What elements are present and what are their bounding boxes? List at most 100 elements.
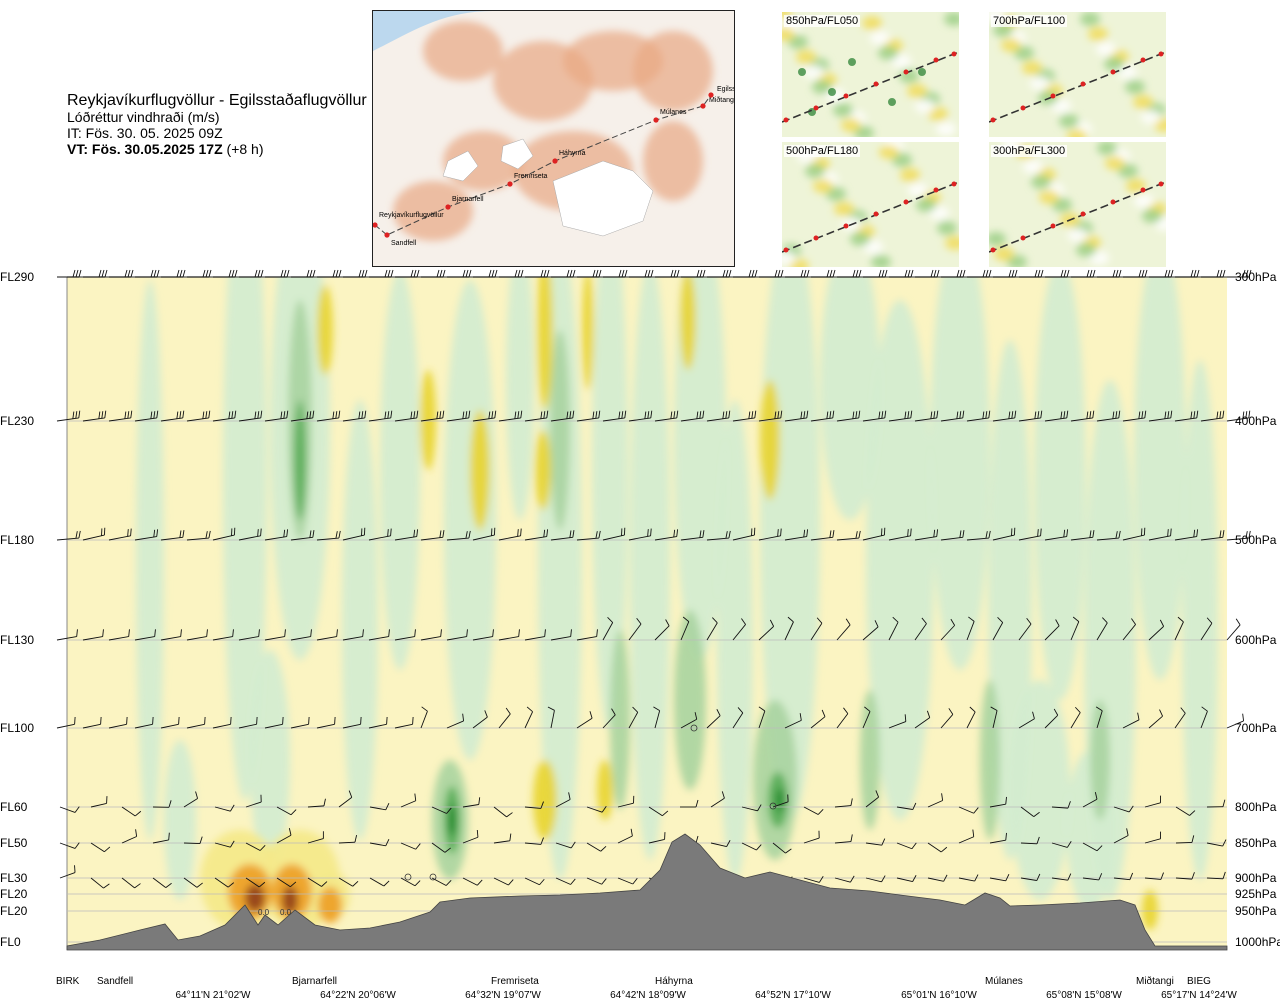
wind-barb xyxy=(1144,795,1162,808)
wind-barb xyxy=(343,269,368,278)
wind-barb xyxy=(940,618,956,641)
wind-barb xyxy=(992,410,1017,422)
wind-barb xyxy=(732,707,744,729)
glacier xyxy=(552,160,654,237)
pressure-level-label: 800hPa xyxy=(1235,800,1277,814)
wind-barb xyxy=(896,875,917,883)
wind-barb xyxy=(1096,410,1121,422)
wind-barb xyxy=(134,629,156,641)
wind-barb xyxy=(160,410,185,422)
map-waypoint-label: Miðtangi xyxy=(709,96,735,104)
wind-barb xyxy=(152,877,172,888)
map-waypoint-label: Háhyrna xyxy=(559,150,586,157)
wind-barb xyxy=(865,875,886,883)
wind-barb xyxy=(653,706,661,729)
wind-barb xyxy=(420,706,428,729)
wind-barb xyxy=(245,794,262,808)
wind-barb xyxy=(472,527,496,541)
pressure-level-label: 925hPa xyxy=(1235,887,1277,901)
wind-barb xyxy=(759,269,784,278)
wind-barb xyxy=(914,710,931,729)
wind-barb xyxy=(524,801,544,809)
wind-barb xyxy=(834,834,853,844)
wind-barb xyxy=(1018,410,1043,422)
wind-barb xyxy=(706,709,721,729)
wind-barb xyxy=(741,842,762,851)
wind-barb xyxy=(732,527,756,541)
wind-barb xyxy=(648,806,669,817)
wind-barb xyxy=(400,793,417,808)
minimap-700: 700hPa/FL100 xyxy=(989,12,1166,137)
waypoint-dot xyxy=(507,181,513,187)
wind-barb xyxy=(834,875,855,883)
wind-barb xyxy=(654,529,679,541)
wind-barb xyxy=(161,269,186,278)
wind-barb xyxy=(342,410,367,422)
wind-barb xyxy=(993,269,1018,278)
wind-barb xyxy=(1200,706,1208,729)
wind-barb xyxy=(368,629,390,641)
wind-barb xyxy=(186,410,211,422)
wind-barb xyxy=(1096,617,1108,641)
minimap-waypoint xyxy=(1140,187,1146,193)
wind-barb xyxy=(447,269,472,278)
wind-barb xyxy=(57,269,82,278)
wind-barb xyxy=(338,790,353,808)
minimap-waypoint xyxy=(813,105,819,111)
wind-barb xyxy=(1044,529,1069,541)
wind-barb xyxy=(187,269,212,278)
wind-barb xyxy=(836,618,851,641)
coordinate-label: 65°17'N 14°24'W xyxy=(1161,990,1237,1001)
wind-barb xyxy=(888,528,912,541)
pressure-level-label: 850hPa xyxy=(1235,836,1277,850)
wind-barb xyxy=(446,629,468,641)
wind-barb xyxy=(680,799,699,808)
wind-barb xyxy=(499,269,524,278)
wind-barb xyxy=(710,791,725,808)
wind-barb xyxy=(462,829,479,844)
wind-barb xyxy=(152,832,170,844)
wind-barb xyxy=(472,410,497,422)
wind-barb xyxy=(83,269,108,278)
wind-barb xyxy=(1174,529,1199,541)
wind-barb xyxy=(758,528,782,541)
wind-barb xyxy=(628,706,639,729)
wind-barb xyxy=(1113,872,1134,881)
minimap-700-svg xyxy=(989,12,1166,137)
minimap-700-label: 700hPa/FL100 xyxy=(991,15,1068,27)
wind-barb xyxy=(1175,835,1195,844)
wind-barb xyxy=(394,716,414,729)
wind-barb xyxy=(888,410,913,422)
wind-barb xyxy=(245,842,266,851)
wind-barb xyxy=(186,629,208,641)
wind-barb xyxy=(431,842,451,853)
wind-barb xyxy=(446,410,471,422)
wind-barb xyxy=(834,798,853,808)
wind-barb xyxy=(316,629,338,641)
wind-barb xyxy=(989,832,1007,844)
wind-barb xyxy=(758,619,775,641)
wind-barb xyxy=(1201,269,1226,278)
pressure-level-label: 700hPa xyxy=(1235,721,1277,735)
glacier xyxy=(500,138,534,170)
wind-barb xyxy=(617,828,633,844)
wind-barb xyxy=(811,269,836,278)
wind-barb xyxy=(1174,616,1184,641)
wind-barb xyxy=(1044,410,1069,422)
wind-barb xyxy=(394,410,419,422)
wind-barb xyxy=(803,875,824,883)
minimap-waypoint xyxy=(933,57,939,63)
wind-barb xyxy=(395,269,420,278)
wind-barb xyxy=(524,706,534,729)
waypoint-label: Háhyrna xyxy=(655,976,693,987)
map-waypoint-label: Múlanes xyxy=(660,109,687,116)
fl-level-label: FL230 xyxy=(0,414,34,428)
wind-barb xyxy=(836,707,849,729)
wind-barb xyxy=(290,716,310,729)
wind-barb xyxy=(654,410,679,422)
wind-barb xyxy=(90,796,108,808)
wind-barb xyxy=(862,410,887,422)
wind-barb xyxy=(462,797,481,808)
minimap-route xyxy=(782,181,959,253)
wind-barb xyxy=(394,529,419,541)
